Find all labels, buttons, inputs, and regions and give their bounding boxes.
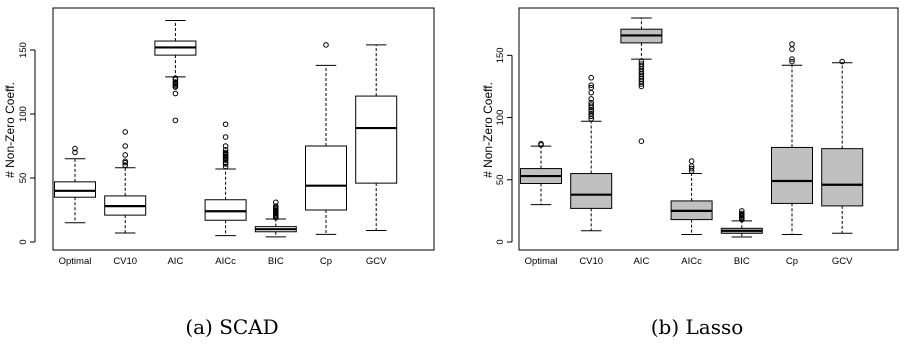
- outlier-point: [122, 158, 128, 165]
- outlier-point: [839, 58, 846, 65]
- box-cv10: CV10: [104, 129, 147, 267]
- outlier-point: [122, 143, 128, 149]
- outlier-point: [739, 208, 745, 214]
- outlier-point: [122, 129, 128, 135]
- outlier-point: [588, 111, 595, 117]
- outlier-point: [739, 210, 745, 217]
- outlier-point: [222, 159, 229, 166]
- y-tick-label: 100: [495, 110, 506, 126]
- x-tick-label: AICc: [215, 256, 236, 267]
- x-tick-label: Cp: [786, 256, 798, 267]
- box-iqr: [305, 145, 347, 211]
- outlier-point: [789, 56, 795, 62]
- outlier-point: [588, 84, 595, 91]
- outlier-point: [222, 121, 229, 128]
- x-tick-label: AICc: [681, 256, 702, 267]
- box-iqr: [204, 199, 247, 221]
- outlier-point: [638, 81, 645, 87]
- y-tick-label: 50: [495, 174, 506, 185]
- outlier-point: [588, 74, 595, 81]
- outlier-point: [789, 46, 795, 52]
- box-optimal: Optimal: [520, 140, 562, 267]
- plot-frame: [52, 7, 435, 251]
- x-tick-label: AIC: [633, 256, 649, 267]
- panel-scad: 0 50 100 150 # Non-Zero Coeff. Optimal CV10 AIC…: [3, 7, 435, 267]
- box-iqr: [771, 146, 813, 204]
- outlier-point: [588, 89, 595, 96]
- y-tick-label: 150: [495, 47, 506, 63]
- y-tick-label: 50: [18, 173, 29, 184]
- box-optimal: Optimal: [54, 145, 96, 267]
- outlier-point: [538, 140, 544, 147]
- outlier-point: [222, 149, 229, 156]
- plot-frame: [518, 7, 899, 251]
- box-gcv: GCV: [821, 58, 864, 267]
- outlier-point: [588, 99, 595, 106]
- y-axis-label: # Non-Zero Coeff.: [481, 82, 495, 178]
- box-aic: AIC: [620, 17, 663, 267]
- outlier-point: [172, 76, 179, 83]
- outlier-point: [789, 58, 795, 65]
- outlier-point: [789, 41, 795, 47]
- box-aicc: AICc: [204, 121, 247, 267]
- outlier-point: [688, 165, 695, 172]
- outlier-point: [122, 152, 128, 158]
- outlier-point: [588, 96, 595, 102]
- outlier-point: [72, 149, 78, 156]
- caption-lasso: (b) Lasso: [651, 315, 744, 339]
- outlier-point: [222, 143, 229, 149]
- caption-scad: (a) SCAD: [185, 315, 278, 339]
- outlier-point: [638, 138, 645, 144]
- x-tick-label: BIC: [268, 256, 284, 267]
- outlier-point: [222, 163, 229, 170]
- x-tick-label: CV10: [579, 256, 603, 267]
- box-aicc: AICc: [670, 158, 713, 267]
- panel-lasso: 0 50 100 150 # Non-Zero Coeff. Optimal CV10 AIC…: [481, 7, 899, 267]
- x-tick-label: Optimal: [525, 256, 558, 267]
- outlier-point: [122, 162, 128, 168]
- x-tick-label: Optimal: [59, 256, 92, 267]
- outlier-point: [638, 83, 645, 90]
- outlier-point: [588, 82, 595, 88]
- box-cv10: CV10: [570, 74, 613, 267]
- outlier-point: [273, 203, 279, 209]
- outlier-point: [222, 147, 229, 153]
- y-tick-label: 0: [18, 239, 29, 244]
- box-bic: BIC: [720, 208, 763, 267]
- outlier-point: [172, 90, 179, 97]
- box-iqr: [570, 173, 613, 209]
- y-axis-label: # Non-Zero Coeff.: [3, 82, 17, 178]
- outlier-point: [688, 158, 695, 164]
- outlier-point: [72, 145, 78, 152]
- box-cp: Cp: [305, 42, 347, 267]
- y-tick-label: 150: [18, 42, 29, 58]
- x-tick-label: GCV: [366, 256, 387, 267]
- outlier-point: [172, 117, 179, 124]
- x-tick-label: BIC: [734, 256, 750, 267]
- y-tick-label: 100: [18, 106, 29, 122]
- box-bic: BIC: [254, 199, 297, 267]
- y-tick-label: 0: [495, 239, 506, 244]
- x-tick-label: Cp: [320, 256, 332, 267]
- box-cp: Cp: [771, 41, 813, 267]
- box-iqr: [821, 148, 864, 207]
- box-aic: AIC: [154, 20, 197, 267]
- outlier-point: [273, 199, 279, 206]
- outlier-point: [588, 102, 595, 108]
- outlier-point: [323, 42, 329, 48]
- box-iqr: [355, 95, 398, 184]
- box-iqr: [54, 181, 96, 198]
- box-gcv: GCV: [355, 44, 398, 267]
- x-tick-label: AIC: [167, 256, 183, 267]
- x-tick-label: GCV: [832, 256, 853, 267]
- outlier-point: [222, 134, 229, 140]
- outlier-point: [172, 84, 179, 90]
- x-tick-label: CV10: [113, 256, 137, 267]
